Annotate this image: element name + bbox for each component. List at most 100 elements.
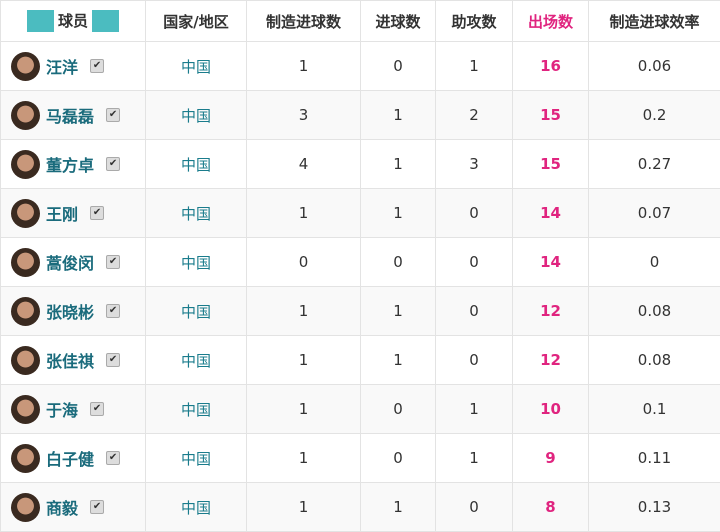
player-name[interactable]: 王刚: [46, 201, 78, 225]
checkbox-checked-icon[interactable]: ✔: [106, 255, 120, 269]
rate-cell: 0.1: [589, 385, 720, 434]
table-row: 张晓彬 ✔ 中国 1 1 0 12 0.08: [1, 287, 720, 336]
country-cell[interactable]: 中国: [146, 91, 247, 140]
rate-cell: 0.06: [589, 42, 720, 91]
chances-cell: 4: [247, 140, 361, 189]
avatar[interactable]: [11, 101, 40, 130]
apps-cell: 8: [513, 483, 589, 532]
country-cell[interactable]: 中国: [146, 434, 247, 483]
avatar[interactable]: [11, 444, 40, 473]
goals-cell: 1: [361, 140, 436, 189]
header-player-label: 球员: [58, 12, 88, 30]
assists-cell: 0: [436, 189, 513, 238]
rate-cell: 0.08: [589, 336, 720, 385]
goals-cell: 1: [361, 483, 436, 532]
avatar[interactable]: [11, 248, 40, 277]
table-row: 马磊磊✔ 中国 3 1 2 15 0.2: [1, 91, 720, 140]
chances-cell: 3: [247, 91, 361, 140]
table-row: 于海✔ 中国 1 0 1 10 0.1: [1, 385, 720, 434]
header-goals[interactable]: 进球数: [361, 1, 436, 42]
player-name[interactable]: 白子健: [46, 446, 94, 470]
country-cell[interactable]: 中国: [146, 483, 247, 532]
header-country[interactable]: 国家/地区: [146, 1, 247, 42]
table-row: 张佳祺✔ 中国 1 1 0 12 0.08: [1, 336, 720, 385]
avatar[interactable]: [11, 493, 40, 522]
table-row: 蒿俊闵✔ 中国 0 0 0 14 0: [1, 238, 720, 287]
country-cell[interactable]: 中国: [146, 287, 247, 336]
goals-cell: 1: [361, 189, 436, 238]
header-assists[interactable]: 助攻数: [436, 1, 513, 42]
header-row: 球员 国家/地区 制造进球数 进球数 助攻数 出场数 制造进球效率: [1, 1, 720, 42]
logo-icon: [27, 10, 54, 32]
avatar[interactable]: [11, 346, 40, 375]
assists-cell: 1: [436, 434, 513, 483]
player-name[interactable]: 于海: [46, 397, 78, 421]
player-cell: 张佳祺 ✔: [1, 336, 146, 385]
goals-cell: 1: [361, 336, 436, 385]
apps-cell: 15: [513, 91, 589, 140]
assists-cell: 0: [436, 483, 513, 532]
chances-cell: 1: [247, 189, 361, 238]
checkbox-checked-icon[interactable]: ✔: [90, 59, 104, 73]
player-cell: 白子健 ✔: [1, 434, 146, 483]
checkbox-checked-icon[interactable]: ✔: [90, 500, 104, 514]
assists-cell: 2: [436, 91, 513, 140]
chances-cell: 1: [247, 336, 361, 385]
avatar[interactable]: [11, 150, 40, 179]
country-cell[interactable]: 中国: [146, 42, 247, 91]
country-cell[interactable]: 中国: [146, 189, 247, 238]
apps-cell: 14: [513, 238, 589, 287]
player-name[interactable]: 商毅: [46, 495, 78, 519]
header-chances[interactable]: 制造进球数: [247, 1, 361, 42]
rate-cell: 0.07: [589, 189, 720, 238]
player-cell: 马磊磊 ✔: [1, 91, 146, 140]
player-cell: 张晓彬 ✔: [1, 287, 146, 336]
player-name[interactable]: 蒿俊闵: [46, 250, 94, 274]
assists-cell: 0: [436, 336, 513, 385]
country-cell[interactable]: 中国: [146, 140, 247, 189]
checkbox-checked-icon[interactable]: ✔: [90, 402, 104, 416]
goals-cell: 1: [361, 287, 436, 336]
goals-cell: 0: [361, 42, 436, 91]
player-name[interactable]: 张晓彬: [46, 299, 94, 323]
checkbox-checked-icon[interactable]: ✔: [106, 451, 120, 465]
rate-cell: 0: [589, 238, 720, 287]
assists-cell: 1: [436, 385, 513, 434]
checkbox-checked-icon[interactable]: ✔: [90, 206, 104, 220]
chances-cell: 1: [247, 287, 361, 336]
apps-cell: 16: [513, 42, 589, 91]
checkbox-checked-icon[interactable]: ✔: [106, 304, 120, 318]
rate-cell: 0.08: [589, 287, 720, 336]
player-name[interactable]: 张佳祺: [46, 348, 94, 372]
player-cell: 汪洋 ✔: [1, 42, 146, 91]
header-apps[interactable]: 出场数: [513, 1, 589, 42]
player-name[interactable]: 董方卓: [46, 152, 94, 176]
player-name[interactable]: 汪洋: [46, 54, 78, 78]
avatar[interactable]: [11, 199, 40, 228]
apps-cell: 12: [513, 287, 589, 336]
goals-cell: 0: [361, 434, 436, 483]
country-cell[interactable]: 中国: [146, 238, 247, 287]
avatar[interactable]: [11, 395, 40, 424]
goals-cell: 1: [361, 91, 436, 140]
goals-cell: 0: [361, 385, 436, 434]
country-cell[interactable]: 中国: [146, 385, 247, 434]
header-player[interactable]: 球员: [1, 1, 146, 42]
player-name[interactable]: 马磊磊: [46, 103, 94, 127]
avatar[interactable]: [11, 52, 40, 81]
checkbox-checked-icon[interactable]: ✔: [106, 108, 120, 122]
assists-cell: 0: [436, 287, 513, 336]
apps-cell: 15: [513, 140, 589, 189]
avatar[interactable]: [11, 297, 40, 326]
table-row: 王刚✔ 中国 1 1 0 14 0.07: [1, 189, 720, 238]
country-cell[interactable]: 中国: [146, 336, 247, 385]
rate-cell: 0.27: [589, 140, 720, 189]
header-rate[interactable]: 制造进球效率: [589, 1, 720, 42]
checkbox-checked-icon[interactable]: ✔: [106, 157, 120, 171]
assists-cell: 3: [436, 140, 513, 189]
chances-cell: 0: [247, 238, 361, 287]
rate-cell: 0.11: [589, 434, 720, 483]
assists-cell: 1: [436, 42, 513, 91]
checkbox-checked-icon[interactable]: ✔: [106, 353, 120, 367]
